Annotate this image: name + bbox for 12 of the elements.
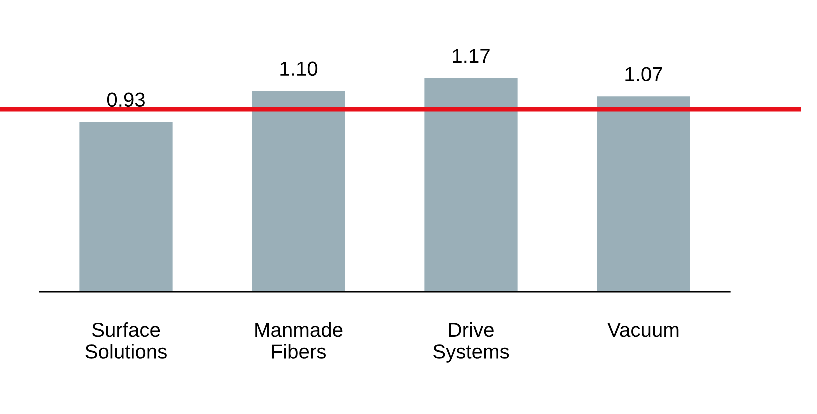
bar [424, 78, 518, 292]
data-label: 1.07 [626, 67, 662, 82]
x-tick-label: Manmade Fibers [256, 322, 343, 359]
x-tick-label: Surface Solutions [86, 322, 167, 359]
bar [80, 122, 173, 292]
data-label: 1.17 [453, 49, 490, 64]
bar [597, 96, 690, 292]
x-tick-label: Drive Systems [434, 322, 510, 363]
x-tick-label: Vacuum [608, 323, 679, 338]
bar [252, 91, 346, 292]
data-label: 0.93 [107, 92, 145, 108]
data-label: 1.10 [280, 62, 318, 76]
